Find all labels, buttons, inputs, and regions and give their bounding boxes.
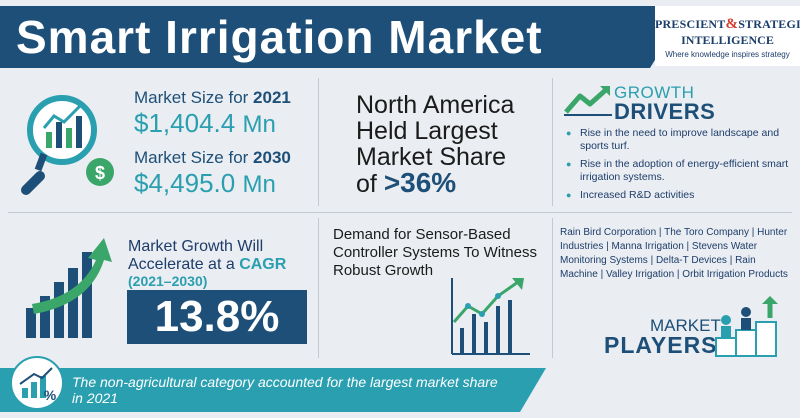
market-size-2021-label: Market Size for 2021 xyxy=(134,88,291,107)
page-title: Smart Irrigation Market xyxy=(16,11,543,63)
market-size-2030-value: $4,495.0 Mn xyxy=(134,168,276,198)
market-players-heading-top: MARKET xyxy=(650,316,721,335)
cagr-line-1: Market Growth Will xyxy=(128,238,264,255)
divider xyxy=(8,212,792,213)
logo-word-prescient: PRESCIENT xyxy=(655,17,726,31)
logo-word-strategic: STRATEGIC xyxy=(738,17,800,31)
banner-text: The non-agricultural category accounted … xyxy=(72,374,498,406)
svg-text:$: $ xyxy=(95,163,105,183)
bar-chart-up-arrow-icon xyxy=(26,238,112,338)
divider xyxy=(318,218,319,358)
cagr-period: (2021–2030) xyxy=(128,273,208,289)
cagr-value: 13.8% xyxy=(127,290,307,344)
share-value: >36% xyxy=(383,167,457,198)
demand-text: Demand for Sensor-Based Controller Syste… xyxy=(333,226,537,279)
year-2021: 2021 xyxy=(253,88,291,107)
market-size-2021-value: $1,404.4 Mn xyxy=(134,108,276,138)
market-size-panel: $ Market Size for 2021 $1,404.4 Mn Marke… xyxy=(0,72,318,212)
list-item: Rise in the need to improve landscape an… xyxy=(566,127,792,153)
magnifier-chart-icon: $ xyxy=(21,95,114,195)
logo-tagline: Where knowledge inspires strategy xyxy=(665,50,790,59)
market-size-2030-label: Market Size for 2030 xyxy=(134,148,291,167)
logo-word-intelligence: INTELLIGENCE xyxy=(681,33,774,47)
company-logo: PRESCIENT&STRATEGIC INTELLIGENCE Where k… xyxy=(655,6,800,66)
growth-chart-arrow-icon xyxy=(564,86,612,116)
north-america-share: North America Held Largest Market Share … xyxy=(356,91,515,198)
percent-chart-icon: % xyxy=(19,367,57,403)
people-podium-icon xyxy=(715,296,778,357)
list-item: Increased R&D activities xyxy=(566,189,792,202)
market-players-list: Rain Bird Corporation | The Toro Company… xyxy=(560,227,788,280)
banner-icon-circle: % xyxy=(10,356,64,410)
divider xyxy=(552,218,553,358)
divider xyxy=(318,78,319,206)
header: Smart Irrigation Market PRESCIENT&STRATE… xyxy=(0,0,800,72)
cagr-word: CAGR xyxy=(239,256,287,273)
line-chart-icon xyxy=(451,278,530,355)
title-bar: Smart Irrigation Market xyxy=(0,6,688,68)
bottom-banner: The non-agricultural category accounted … xyxy=(0,368,546,412)
growth-drivers-heading: DRIVERS xyxy=(614,99,716,124)
market-players-heading: PLAYERS xyxy=(604,332,718,358)
growth-drivers-list: Rise in the need to improve landscape an… xyxy=(566,127,792,207)
logo-ampersand: & xyxy=(725,16,739,32)
growth-drivers-heading-top: GROWTH xyxy=(614,83,695,102)
year-2030: 2030 xyxy=(253,148,291,167)
svg-text:%: % xyxy=(44,387,57,403)
divider xyxy=(552,78,553,206)
cagr-line-2: Accelerate at a CAGR xyxy=(128,256,287,273)
list-item: Rise in the adoption of energy-efficient… xyxy=(566,158,792,184)
